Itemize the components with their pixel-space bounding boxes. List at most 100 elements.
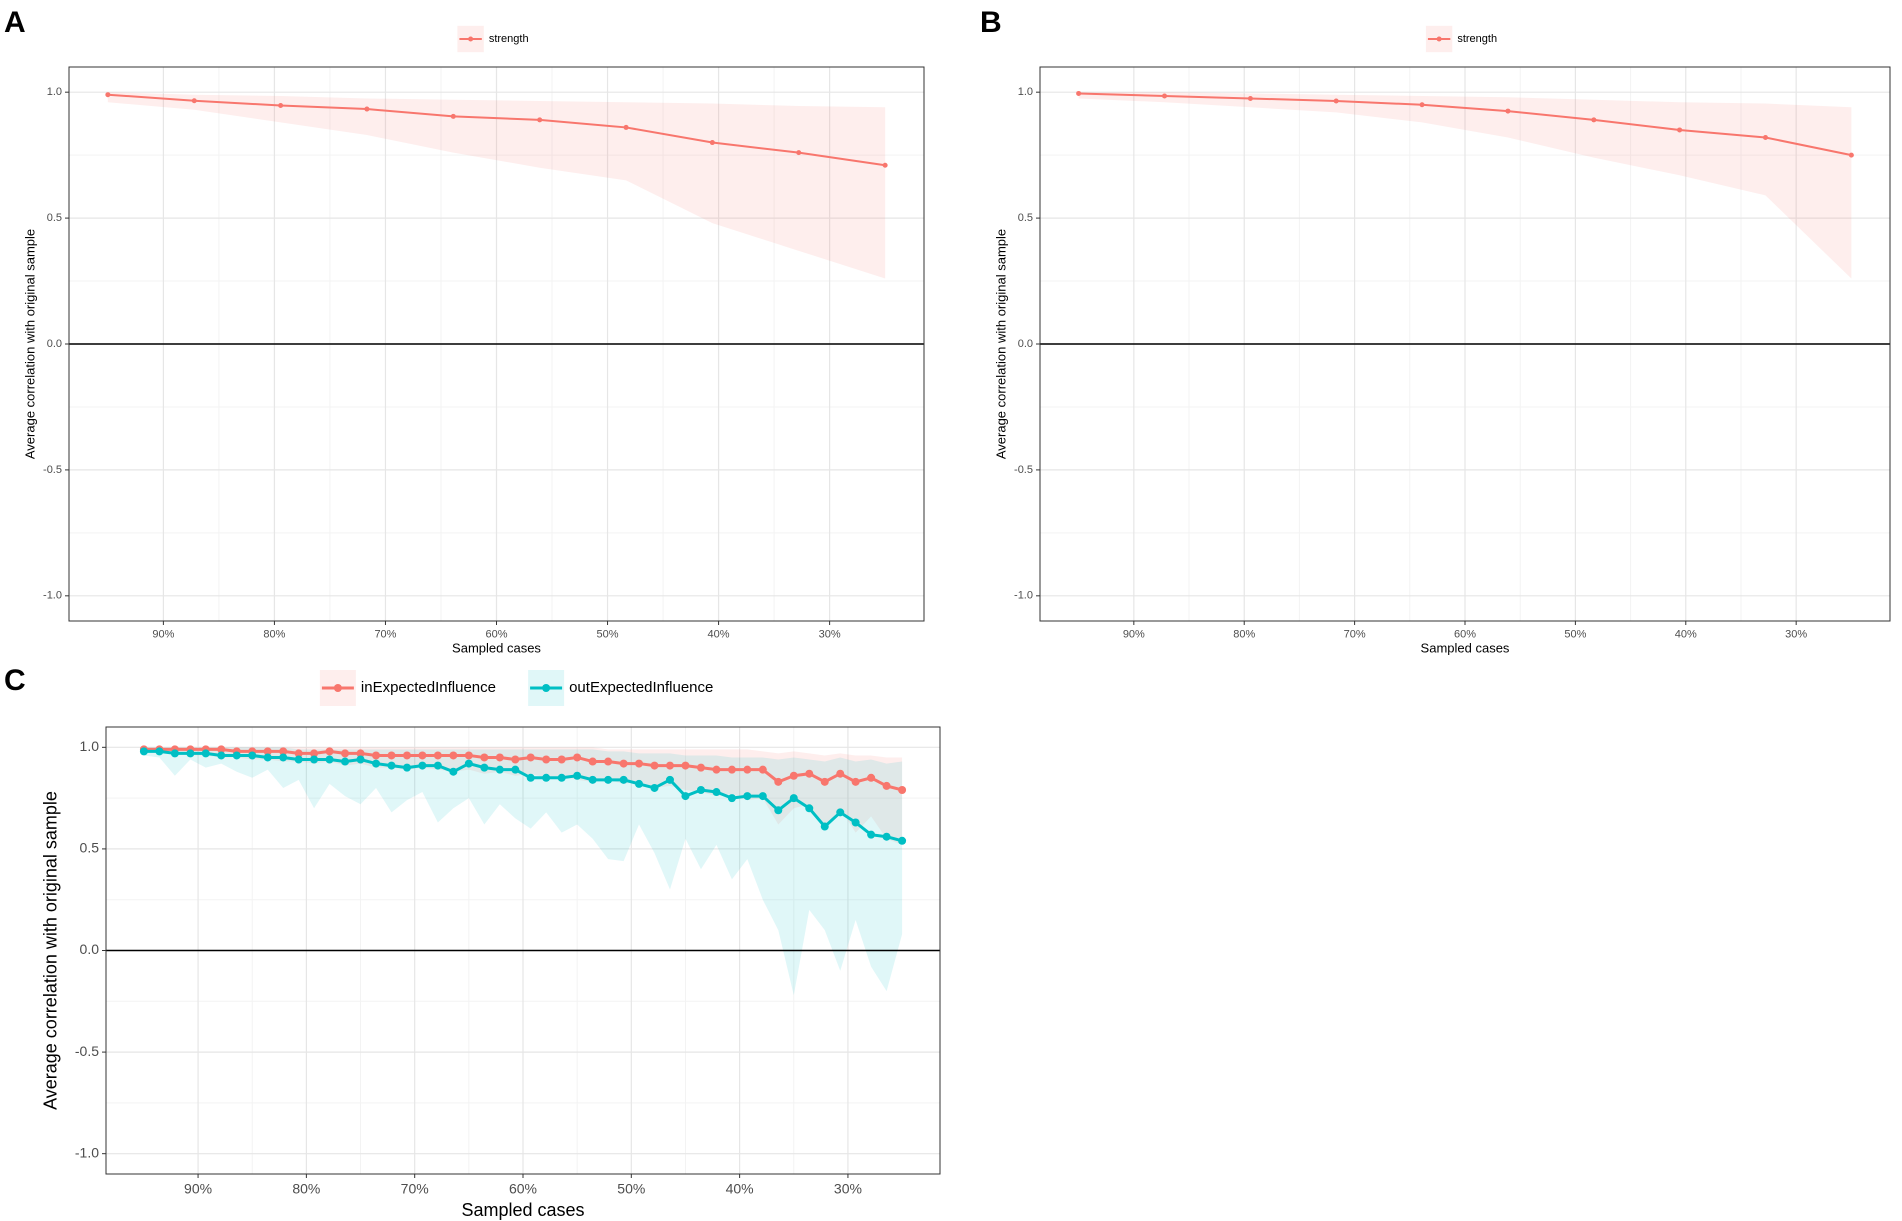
legend-key-point	[542, 684, 551, 692]
series-point	[557, 773, 566, 782]
series-point	[511, 765, 520, 774]
series-point	[650, 761, 659, 770]
series-point	[789, 771, 798, 780]
series-point	[836, 808, 845, 817]
series-point	[449, 751, 458, 760]
series-point	[1419, 102, 1425, 108]
confidence-band	[1078, 92, 1852, 279]
series-point	[1162, 93, 1168, 99]
x-tick-label: 40%	[1675, 629, 1697, 641]
series-point	[635, 779, 644, 788]
series-point	[139, 747, 148, 756]
series-point	[805, 769, 814, 778]
series-point	[372, 751, 381, 760]
series-point	[796, 150, 802, 156]
x-tick-label: 40%	[708, 629, 730, 641]
y-tick-label: 0.0	[80, 941, 100, 957]
series-point	[495, 765, 504, 774]
series-point	[387, 761, 396, 770]
series-point	[248, 751, 257, 760]
series-point	[758, 792, 767, 801]
series-point	[542, 773, 551, 782]
plot-border	[68, 66, 925, 622]
x-tick-label: 70%	[401, 1181, 429, 1197]
series-line	[107, 93, 886, 167]
series-point	[1076, 90, 1082, 96]
series-point	[820, 822, 829, 831]
y-tick-label: 1.0	[1018, 86, 1033, 98]
series-point	[898, 785, 907, 794]
series-point	[604, 757, 613, 766]
series-point	[867, 773, 876, 782]
legend-label: strength	[489, 33, 529, 45]
y-tick-label: 0.5	[47, 212, 62, 224]
series-line	[1078, 92, 1852, 157]
series-point	[294, 755, 303, 764]
series-point	[681, 761, 690, 770]
y-tick-label: -0.5	[75, 1043, 99, 1059]
series-point	[105, 92, 111, 98]
series-point	[186, 749, 195, 758]
series-point	[743, 765, 752, 774]
series-point	[588, 757, 597, 766]
x-tick-label: 30%	[834, 1181, 862, 1197]
legend-key-point	[1436, 36, 1442, 42]
series-point	[433, 751, 442, 760]
series-point	[325, 755, 334, 764]
series-point	[604, 775, 613, 784]
series-point	[619, 759, 628, 768]
series-point	[619, 775, 628, 784]
series-point	[709, 140, 715, 146]
x-axis-title: Sampled cases	[461, 1200, 584, 1220]
series-point	[511, 755, 520, 764]
series-point	[836, 769, 845, 778]
series-point	[191, 98, 197, 104]
series-point	[557, 755, 566, 764]
x-tick-label: 50%	[1564, 629, 1586, 641]
x-tick-label: 80%	[292, 1181, 320, 1197]
series-point	[712, 788, 721, 797]
x-tick-label: 90%	[1123, 629, 1145, 641]
series-point	[867, 830, 876, 839]
x-tick-label: 60%	[485, 629, 507, 641]
series-point	[201, 749, 210, 758]
series-point	[449, 767, 458, 776]
series-point	[232, 751, 241, 760]
series-point	[480, 763, 489, 772]
series-point	[805, 804, 814, 813]
x-tick-label: 70%	[374, 629, 396, 641]
x-tick-label: 70%	[1344, 629, 1366, 641]
x-tick-label: 80%	[263, 629, 285, 641]
series-point	[696, 763, 705, 772]
series-point	[480, 753, 489, 762]
series-point	[665, 761, 674, 770]
series-point	[1333, 98, 1339, 104]
series-point	[681, 792, 690, 801]
x-tick-label: 90%	[152, 629, 174, 641]
x-tick-label: 90%	[184, 1181, 212, 1197]
series-point	[155, 747, 164, 756]
series-point	[341, 749, 350, 758]
series-point	[650, 783, 659, 792]
series-point	[526, 773, 535, 782]
series-point	[635, 759, 644, 768]
series-point	[882, 162, 888, 168]
y-tick-label: 0.0	[47, 338, 62, 350]
series-point	[1247, 95, 1253, 101]
y-tick-label: 0.5	[80, 840, 100, 856]
series-point	[758, 765, 767, 774]
x-tick-label: 30%	[819, 629, 841, 641]
series-point	[364, 106, 370, 112]
x-tick-label: 50%	[597, 629, 619, 641]
x-tick-label: 60%	[509, 1181, 537, 1197]
series-point	[774, 777, 783, 786]
x-tick-label: 50%	[617, 1181, 645, 1197]
series-point	[696, 785, 705, 794]
series-point	[450, 113, 456, 119]
x-axis-title: Sampled cases	[1421, 641, 1510, 656]
series-point	[851, 818, 860, 827]
y-tick-label: -1.0	[43, 590, 62, 602]
series-point	[356, 755, 365, 764]
